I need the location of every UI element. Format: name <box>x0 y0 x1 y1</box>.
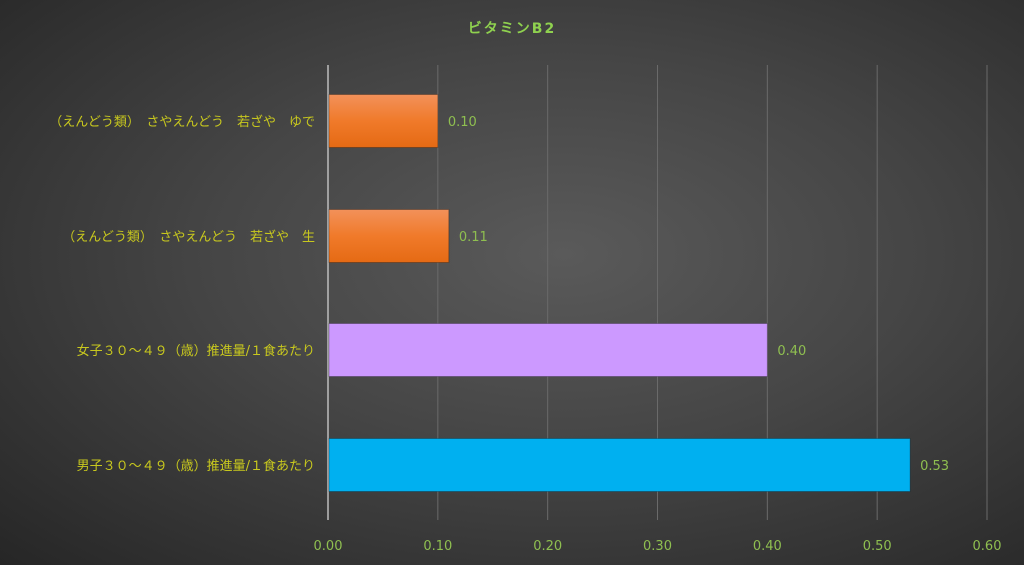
x-tick-label: 0.60 <box>973 539 1002 554</box>
x-tick-label: 0.20 <box>533 539 562 554</box>
category-label: 男子３０～４９（歳）推進量/１食あたり <box>77 458 315 474</box>
category-label: 女子３０～４９（歳）推進量/１食あたり <box>77 343 315 359</box>
bar <box>328 323 768 377</box>
bar <box>328 438 911 492</box>
chart-title: ビタミンB2 <box>467 21 557 37</box>
category-label: （えんどう類） さやえんどう 若ざや ゆで <box>49 114 315 130</box>
data-label: 0.11 <box>459 230 488 245</box>
x-tick-label: 0.40 <box>753 539 782 554</box>
x-tick-label: 0.50 <box>863 539 892 554</box>
x-tick-label: 0.10 <box>423 539 452 554</box>
category-label: （えんどう類） さやえんどう 若ざや 生 <box>62 229 315 245</box>
bar <box>328 94 439 148</box>
data-label: 0.10 <box>448 115 477 130</box>
data-label: 0.53 <box>920 459 949 474</box>
x-tick-label: 0.30 <box>643 539 672 554</box>
bar <box>328 209 450 263</box>
x-tick-label: 0.00 <box>314 539 343 554</box>
data-label: 0.40 <box>777 344 806 359</box>
